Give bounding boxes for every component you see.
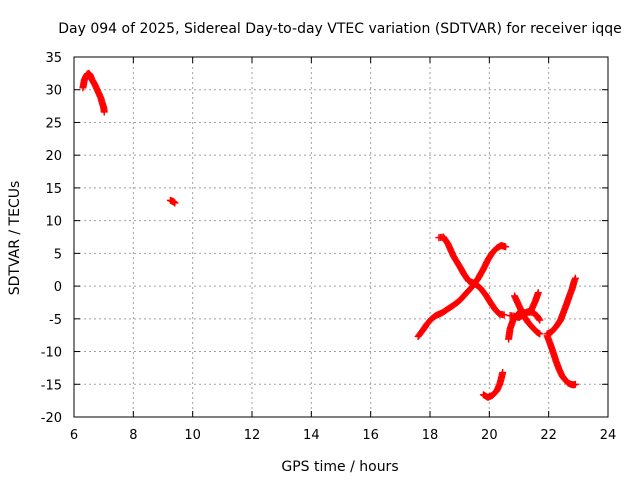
y-tick-labels: -20 -15 -10 -5 0 5 10 15 20 25 30 35	[41, 51, 62, 426]
y-tick-label: 30	[45, 84, 62, 99]
y-tick-label: 20	[45, 149, 62, 164]
data-point	[171, 199, 179, 207]
y-axis-title: SDTVAR / TECUs	[7, 181, 23, 296]
tick-layer	[73, 56, 609, 418]
y-tick-label: -20	[41, 411, 62, 426]
data-point	[536, 330, 544, 338]
series-arc-10	[543, 332, 579, 389]
x-tick-label: 6	[70, 428, 78, 443]
y-tick-label: -15	[41, 378, 62, 393]
series-arc-1	[79, 69, 108, 116]
y-tick-label: 25	[45, 116, 62, 131]
series-arc-4	[435, 233, 508, 319]
y-tick-label: 0	[54, 280, 62, 295]
data-point	[536, 316, 544, 324]
data-point	[571, 380, 579, 388]
x-tick-label: 14	[303, 428, 320, 443]
x-tick-label: 8	[129, 428, 137, 443]
data-point	[100, 108, 108, 116]
data-point	[535, 315, 543, 323]
x-tick-labels: 6 8 10 12 14 16 18 20 22 24	[70, 428, 616, 443]
y-tick-label: 5	[54, 247, 62, 262]
plot-frame	[73, 56, 609, 418]
series-arc-8	[506, 308, 544, 324]
y-tick-label: 15	[45, 182, 62, 197]
data-point	[499, 368, 507, 376]
x-tick-label: 22	[540, 428, 557, 443]
y-tick-label: -5	[49, 313, 62, 328]
data-point	[500, 311, 508, 319]
x-tick-label: 24	[600, 428, 617, 443]
x-axis-title: GPS time / hours	[281, 459, 398, 475]
y-tick-label: 35	[45, 51, 62, 66]
series-arc-5	[479, 368, 507, 401]
y-tick-label: 10	[45, 215, 62, 230]
y-tick-label: -10	[41, 346, 62, 361]
data-point	[502, 243, 510, 251]
chart-title: Day 094 of 2025, Sidereal Day-to-day VTE…	[58, 21, 622, 37]
x-tick-label: 10	[184, 428, 201, 443]
series-arc-9	[543, 274, 579, 338]
series-arc-2	[166, 196, 179, 207]
data-point	[571, 274, 579, 282]
data-layer	[79, 69, 579, 401]
x-tick-label: 16	[362, 428, 379, 443]
x-tick-label: 18	[422, 428, 439, 443]
data-point	[534, 289, 542, 297]
x-tick-label: 12	[244, 428, 261, 443]
x-tick-label: 20	[481, 428, 498, 443]
